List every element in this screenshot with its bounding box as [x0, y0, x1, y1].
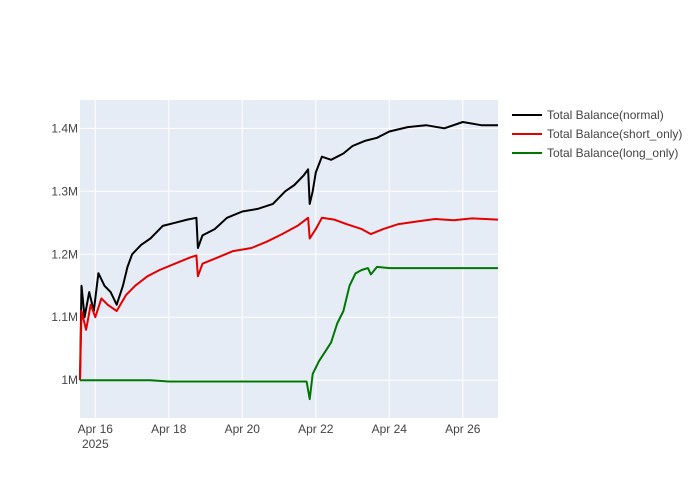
legend-item[interactable]: Total Balance(normal) [512, 108, 664, 122]
series-line-0 [79, 121, 498, 381]
x-tick-label: Apr 18 [151, 422, 187, 436]
plot-area [80, 100, 498, 418]
x-tick-label: Apr 26 [445, 422, 481, 436]
x-tick-sublabel: 2025 [82, 437, 109, 451]
legend-item[interactable]: Total Balance(long_only) [512, 146, 678, 160]
legend-label: Total Balance(long_only) [547, 146, 678, 160]
y-tick-label: 1.1M [51, 310, 78, 324]
series-line-1 [79, 216, 499, 381]
x-tick-label: Apr 20 [225, 422, 261, 436]
y-tick-label: 1M [61, 373, 78, 387]
series-lines [79, 121, 499, 401]
y-tick-label: 1.3M [51, 184, 78, 198]
series-line-2 [80, 265, 498, 401]
grid-lines [80, 100, 498, 418]
legend-item[interactable]: Total Balance(short_only) [512, 127, 682, 141]
y-tick-label: 1.4M [51, 121, 78, 135]
x-tick-label: Apr 22 [298, 422, 334, 436]
legend[interactable]: Total Balance(normal) Total Balance(short… [512, 108, 682, 160]
x-tick-label: Apr 16 [78, 422, 114, 436]
legend-label: Total Balance(normal) [547, 108, 664, 122]
x-tick-label: Apr 24 [372, 422, 408, 436]
y-tick-label: 1.2M [51, 247, 78, 261]
legend-label: Total Balance(short_only) [547, 127, 682, 141]
